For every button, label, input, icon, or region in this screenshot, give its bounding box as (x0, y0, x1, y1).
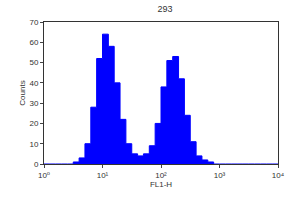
svg-text:10³: 10³ (214, 171, 226, 180)
svg-text:FL1-H: FL1-H (150, 180, 172, 189)
svg-text:40: 40 (29, 79, 38, 88)
svg-text:10¹: 10¹ (97, 171, 109, 180)
svg-text:60: 60 (29, 38, 38, 47)
svg-text:10²: 10² (155, 171, 167, 180)
svg-text:30: 30 (29, 99, 38, 108)
svg-text:293: 293 (157, 4, 172, 14)
svg-text:10⁰: 10⁰ (38, 171, 50, 180)
svg-text:50: 50 (29, 58, 38, 67)
svg-text:Counts: Counts (18, 80, 27, 105)
svg-text:10: 10 (29, 140, 38, 149)
svg-text:10⁴: 10⁴ (272, 171, 285, 180)
svg-text:70: 70 (29, 18, 38, 27)
svg-text:0: 0 (34, 160, 39, 169)
svg-text:20: 20 (29, 119, 38, 128)
